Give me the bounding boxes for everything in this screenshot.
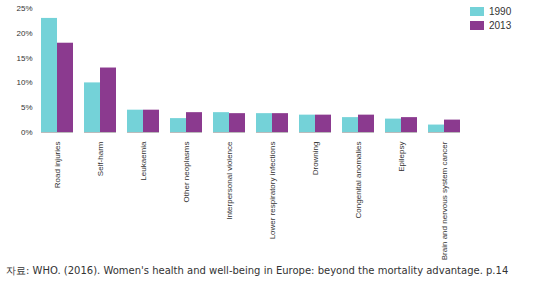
svg-text:Self-harm: Self-harm	[96, 141, 105, 176]
svg-text:10%: 10%	[16, 78, 32, 87]
svg-text:Epilepsy: Epilepsy	[397, 142, 406, 172]
svg-text:0%: 0%	[21, 128, 33, 137]
html-text:2013: 2013	[489, 20, 512, 31]
svg-text:Road injuries: Road injuries	[53, 142, 62, 189]
svg-text:Lower respiratory infections: Lower respiratory infections	[268, 142, 277, 240]
svg-text:Congenital anomalies: Congenital anomalies	[354, 142, 363, 219]
svg-text:Leukaemia: Leukaemia	[139, 141, 148, 181]
svg-text:20%: 20%	[16, 29, 32, 38]
svg-text:Other neoplasms: Other neoplasms	[182, 142, 191, 203]
html-text:1990: 1990	[489, 6, 512, 17]
svg-text:Drowning: Drowning	[311, 142, 320, 176]
svg-text:5%: 5%	[21, 103, 33, 112]
svg-text:Interpersonal violence: Interpersonal violence	[225, 141, 234, 220]
html-text:자료: WHO. (2016). Women's healt: 자료: WHO. (2016). Women's health and well…	[6, 265, 509, 276]
svg-text:15%: 15%	[16, 54, 32, 63]
svg-text:Brain and nervous system cance: Brain and nervous system cancer	[440, 141, 449, 260]
svg-text:25%: 25%	[16, 4, 32, 13]
